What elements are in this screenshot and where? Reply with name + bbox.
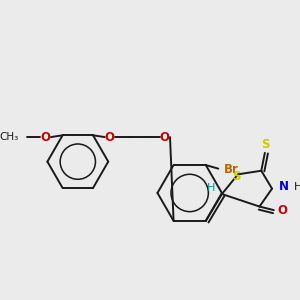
Text: H: H bbox=[293, 182, 300, 192]
Text: N: N bbox=[279, 180, 289, 194]
Text: Br: Br bbox=[224, 163, 238, 176]
Text: O: O bbox=[104, 130, 114, 144]
Text: O: O bbox=[160, 130, 170, 144]
Text: O: O bbox=[40, 130, 51, 144]
Text: H: H bbox=[207, 183, 215, 193]
Text: S: S bbox=[262, 138, 270, 151]
Text: O: O bbox=[278, 204, 288, 217]
Text: CH₃: CH₃ bbox=[0, 132, 19, 142]
Text: S: S bbox=[232, 169, 241, 183]
